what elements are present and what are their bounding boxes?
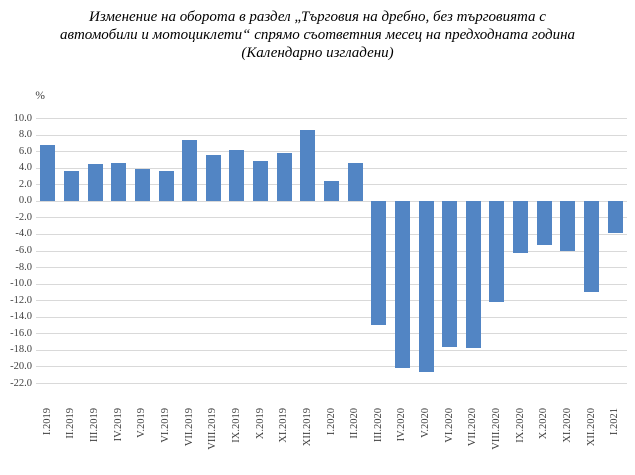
bar-IV.2019 (111, 162, 127, 201)
bar-II.2019 (63, 171, 79, 201)
gridline (36, 167, 627, 169)
y-axis-tick-label: -4.0 (15, 228, 32, 240)
gridline (36, 366, 627, 368)
chart-title-line-3: (Календарно изгладени) (241, 45, 394, 61)
gridline (36, 316, 627, 318)
plot-area (36, 118, 627, 384)
y-axis-tick-label: -2.0 (15, 211, 32, 223)
bar-XI.2020 (560, 200, 576, 252)
bar-II.2020 (347, 162, 363, 201)
x-axis-tick-label: III.2020 (372, 408, 384, 443)
chart-title: Изменение на оборота в раздел „Търговия … (0, 8, 635, 62)
gridline (36, 134, 627, 136)
y-axis-tick-label: -20.0 (10, 360, 32, 372)
bar-IX.2019 (229, 150, 245, 201)
gridline (36, 333, 627, 335)
y-axis-tick-label: 10.0 (13, 112, 32, 124)
x-axis-tick-label: IX.2020 (514, 408, 526, 443)
bar-III.2019 (87, 163, 103, 201)
bar-VIII.2020 (489, 200, 505, 302)
x-axis-tick-label: VII.2019 (183, 408, 195, 447)
gridline (36, 300, 627, 302)
x-axis-tick-label: I.2021 (609, 408, 621, 436)
x-axis-tick-label: V.2019 (136, 408, 148, 438)
bar-XII.2020 (584, 200, 600, 292)
y-axis-tick-label: -14.0 (10, 311, 32, 323)
y-axis-tick-label: -10.0 (10, 278, 32, 290)
y-axis-tick-label: 2.0 (18, 178, 32, 190)
y-axis-unit-label: % (35, 90, 45, 102)
x-axis-tick-label: X.2020 (538, 408, 550, 440)
bar-VII.2020 (465, 200, 481, 349)
x-axis-tick-label: XI.2019 (278, 408, 290, 443)
chart-title-line-1: Изменение на оборота в раздел „Търговия … (89, 9, 546, 25)
y-axis-tick-label: -8.0 (15, 261, 32, 273)
x-axis-tick-label: IV.2020 (396, 408, 408, 442)
bar-IX.2020 (513, 200, 529, 253)
gridline (36, 233, 627, 235)
bar-I.2021 (607, 200, 623, 234)
bar-VIII.2019 (205, 155, 221, 201)
x-axis-tick-label: I.2019 (41, 408, 53, 436)
gridline (36, 383, 627, 384)
bar-XI.2019 (276, 152, 292, 201)
x-axis-tick-label: VIII.2019 (207, 408, 219, 450)
gridline (36, 349, 627, 351)
bar-V.2019 (134, 169, 150, 201)
x-axis-tick-label: XI.2020 (561, 408, 573, 443)
x-axis-tick-label: X.2019 (254, 408, 266, 440)
bar-I.2019 (40, 145, 56, 201)
x-axis-tick-label: VI.2019 (160, 408, 172, 443)
y-axis-tick-label: 6.0 (18, 145, 32, 157)
bar-V.2020 (418, 200, 434, 373)
bar-VI.2019 (158, 171, 174, 201)
bar-XII.2019 (300, 129, 316, 201)
y-axis-tick-label: -16.0 (10, 327, 32, 339)
gridline (36, 217, 627, 219)
bar-VII.2019 (182, 139, 198, 201)
y-axis-tick-label: 0.0 (18, 195, 32, 207)
gridline (36, 250, 627, 252)
x-axis-tick-label: XII.2019 (301, 408, 313, 447)
x-axis-tick-label: IV.2019 (112, 408, 124, 442)
bar-X.2019 (253, 161, 269, 201)
bar-III.2020 (371, 200, 387, 326)
x-axis-tick-label: VI.2020 (443, 408, 455, 443)
x-axis-tick-label: I.2020 (325, 408, 337, 436)
x-axis-tick-label: II.2020 (349, 408, 361, 439)
x-axis-tick-label: VIII.2020 (490, 408, 502, 450)
bar-I.2020 (324, 180, 339, 201)
bar-X.2020 (536, 200, 552, 245)
gridline (36, 200, 627, 202)
gridline (36, 283, 627, 285)
x-axis-tick-label: V.2020 (420, 408, 432, 438)
x-axis-tick-label: VII.2020 (467, 408, 479, 447)
bar-VI.2020 (442, 200, 458, 347)
y-axis-tick-label: 4.0 (18, 162, 32, 174)
y-axis-tick-label: -12.0 (10, 294, 32, 306)
y-axis-tick-label: -18.0 (10, 344, 32, 356)
gridline (36, 151, 627, 153)
gridline (36, 118, 627, 119)
x-axis-tick-label: XII.2020 (585, 408, 597, 447)
gridline (36, 267, 627, 269)
chart-title-line-2: автомобили и мотоциклети“ спрямо съответ… (59, 27, 576, 43)
x-axis-tick-label: III.2019 (89, 408, 101, 443)
bar-IV.2020 (394, 200, 410, 369)
x-axis-tick-label: IX.2019 (230, 408, 242, 443)
y-axis-tick-label: 8.0 (18, 129, 32, 141)
x-axis-tick-label: II.2019 (65, 408, 77, 439)
y-axis-tick-label: -22.0 (10, 377, 32, 389)
y-axis-tick-label: -6.0 (15, 245, 32, 256)
